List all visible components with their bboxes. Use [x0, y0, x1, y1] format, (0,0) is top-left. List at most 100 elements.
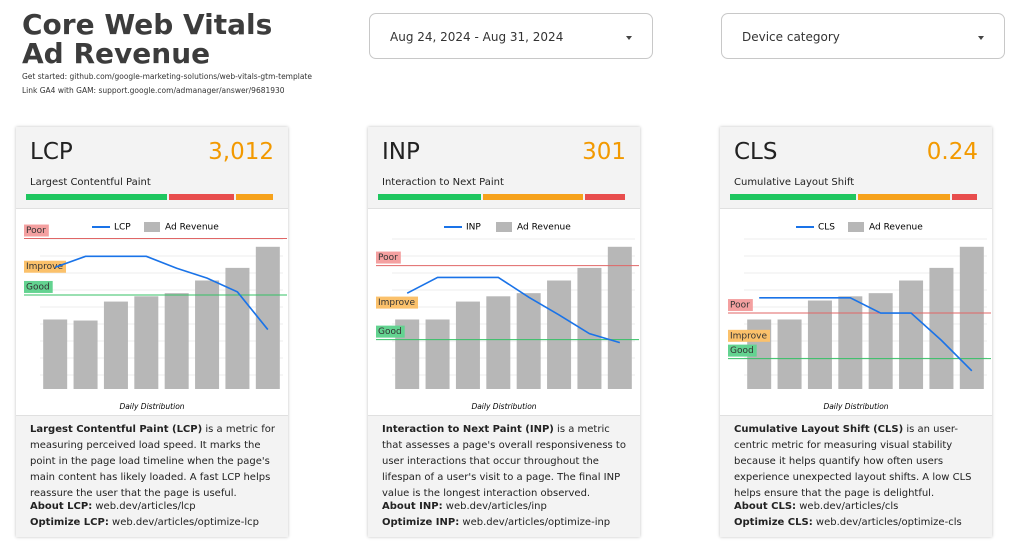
link-label: Optimize LCP: — [30, 517, 109, 528]
bar — [195, 280, 220, 389]
bar — [547, 280, 572, 389]
link[interactable]: Link GA4 with GAM: support.google.com/ad… — [22, 86, 285, 95]
metric-name: LCP — [30, 139, 73, 165]
bar — [43, 319, 68, 389]
chart: CLS Ad Revenue Poor Improve Good Daily Distri… — [720, 208, 992, 416]
threshold-label: Poor — [378, 253, 398, 263]
legend-label: INP — [466, 223, 481, 233]
bar — [134, 296, 159, 389]
threshold-badge: Improve — [24, 260, 67, 273]
link[interactable]: Get started: github.com/google-marketing… — [22, 72, 312, 81]
badge-bg — [24, 260, 67, 273]
rating-segment — [378, 194, 481, 200]
description: Largest Contentful Paint (LCP) is a metr… — [30, 422, 280, 502]
threshold-badge: Good — [728, 344, 757, 357]
link-label: Optimize INP: — [382, 517, 460, 528]
threshold-label: Good — [26, 282, 50, 292]
threshold-badge: Poor — [728, 299, 753, 312]
threshold-badge: Poor — [24, 224, 49, 237]
legend-swatch — [496, 222, 512, 232]
description-text: is an user-centric metric for measuring … — [734, 424, 972, 499]
threshold-label: Poor — [730, 301, 750, 311]
metric-subtitle: Cumulative Layout Shift — [734, 177, 855, 188]
date-picker[interactable]: Aug 24, 2024 - Aug 31, 2024 — [369, 13, 653, 59]
badge-bg — [376, 325, 405, 338]
legend-label: CLS — [818, 223, 835, 233]
legend-label: Ad Revenue — [165, 223, 219, 233]
bar — [425, 319, 450, 389]
chart-caption: Daily Distribution — [119, 402, 184, 411]
date-range: Aug 24, 2024 - Aug 31, 2024 — [390, 30, 564, 44]
page-title: Core Web Vitals Ad Revenue — [22, 8, 273, 70]
badge-bg — [728, 299, 753, 312]
metric-name: INP — [382, 139, 420, 165]
metric-value: 0.24 — [926, 139, 978, 165]
link-url[interactable]: web.dev/articles/optimize-inp — [462, 517, 611, 528]
metric-line — [406, 276, 621, 344]
bar — [959, 246, 984, 389]
legend-label: Ad Revenue — [869, 223, 923, 233]
threshold-label: Improve — [26, 262, 63, 272]
bar — [899, 280, 924, 389]
link-row: Optimize CLS: web.dev/articles/optimize-… — [734, 517, 962, 528]
bar — [455, 301, 480, 389]
badge-bg — [24, 224, 49, 237]
metric-card: LCP 3,012 Largest Contentful Paint LCP Ad Re… — [16, 127, 288, 537]
threshold-label: Improve — [730, 331, 767, 341]
link-label: About LCP: — [30, 501, 93, 512]
description: Cumulative Layout Shift (CLS) is an user… — [734, 422, 984, 502]
link-url[interactable]: web.dev/articles/cls — [799, 501, 899, 512]
link-row: About LCP: web.dev/articles/lcp — [30, 501, 196, 512]
threshold-badge: Good — [376, 325, 405, 338]
rating-segment — [482, 194, 584, 200]
rating-segment — [952, 194, 977, 200]
badge-bg — [376, 251, 401, 264]
badge-bg — [728, 344, 757, 357]
device-label: Device category — [742, 30, 840, 44]
chart-caption: Daily Distribution — [823, 402, 888, 411]
link-url[interactable]: web.dev/articles/inp — [445, 501, 547, 512]
legend: INP Ad Revenue — [444, 222, 571, 233]
link-label: About INP: — [382, 501, 443, 512]
link-label: About CLS: — [734, 501, 797, 512]
legend-swatch — [848, 222, 864, 232]
description-term: Interaction to Next Paint (INP) — [382, 424, 554, 435]
link-label: Optimize CLS: — [734, 517, 813, 528]
badge-bg — [376, 296, 419, 309]
threshold-badge: Poor — [376, 251, 401, 264]
legend-swatch — [144, 222, 160, 232]
metric-card: CLS 0.24 Cumulative Layout Shift CLS Ad Reve… — [720, 127, 992, 537]
legend-label: LCP — [114, 223, 131, 233]
metric-card: INP 301 Interaction to Next Paint INP Ad Rev… — [368, 127, 640, 537]
bar — [255, 246, 280, 389]
metric-subtitle: Interaction to Next Paint — [382, 177, 504, 188]
bar — [607, 246, 632, 389]
threshold-label: Poor — [26, 226, 46, 236]
link-url[interactable]: web.dev/articles/optimize-cls — [815, 517, 962, 528]
rating-bar — [26, 194, 283, 200]
link-row: About CLS: web.dev/articles/cls — [734, 501, 898, 512]
bar — [777, 319, 802, 389]
rating-segment — [26, 194, 168, 200]
bar — [807, 300, 832, 389]
bar — [868, 293, 893, 389]
threshold-label: Good — [378, 327, 402, 337]
rating-segment — [235, 194, 273, 200]
bar — [516, 293, 541, 389]
rating-segment — [730, 194, 856, 200]
threshold-label: Good — [730, 346, 754, 356]
rating-bar — [730, 194, 987, 200]
link-row: Optimize INP: web.dev/articles/optimize-… — [382, 517, 610, 528]
bar — [73, 320, 98, 389]
chart: INP Ad Revenue Poor Improve Good Daily Distri… — [368, 208, 640, 416]
badge-bg — [728, 329, 771, 342]
legend-label: Ad Revenue — [517, 223, 571, 233]
description-term: Largest Contentful Paint (LCP) — [30, 424, 203, 435]
link-url[interactable]: web.dev/articles/lcp — [95, 501, 196, 512]
device-filter[interactable]: Device category — [721, 13, 1005, 59]
threshold-label: Improve — [378, 298, 415, 308]
rating-bar — [378, 194, 635, 200]
link-url[interactable]: web.dev/articles/optimize-lcp — [112, 517, 259, 528]
link-row: About INP: web.dev/articles/inp — [382, 501, 547, 512]
